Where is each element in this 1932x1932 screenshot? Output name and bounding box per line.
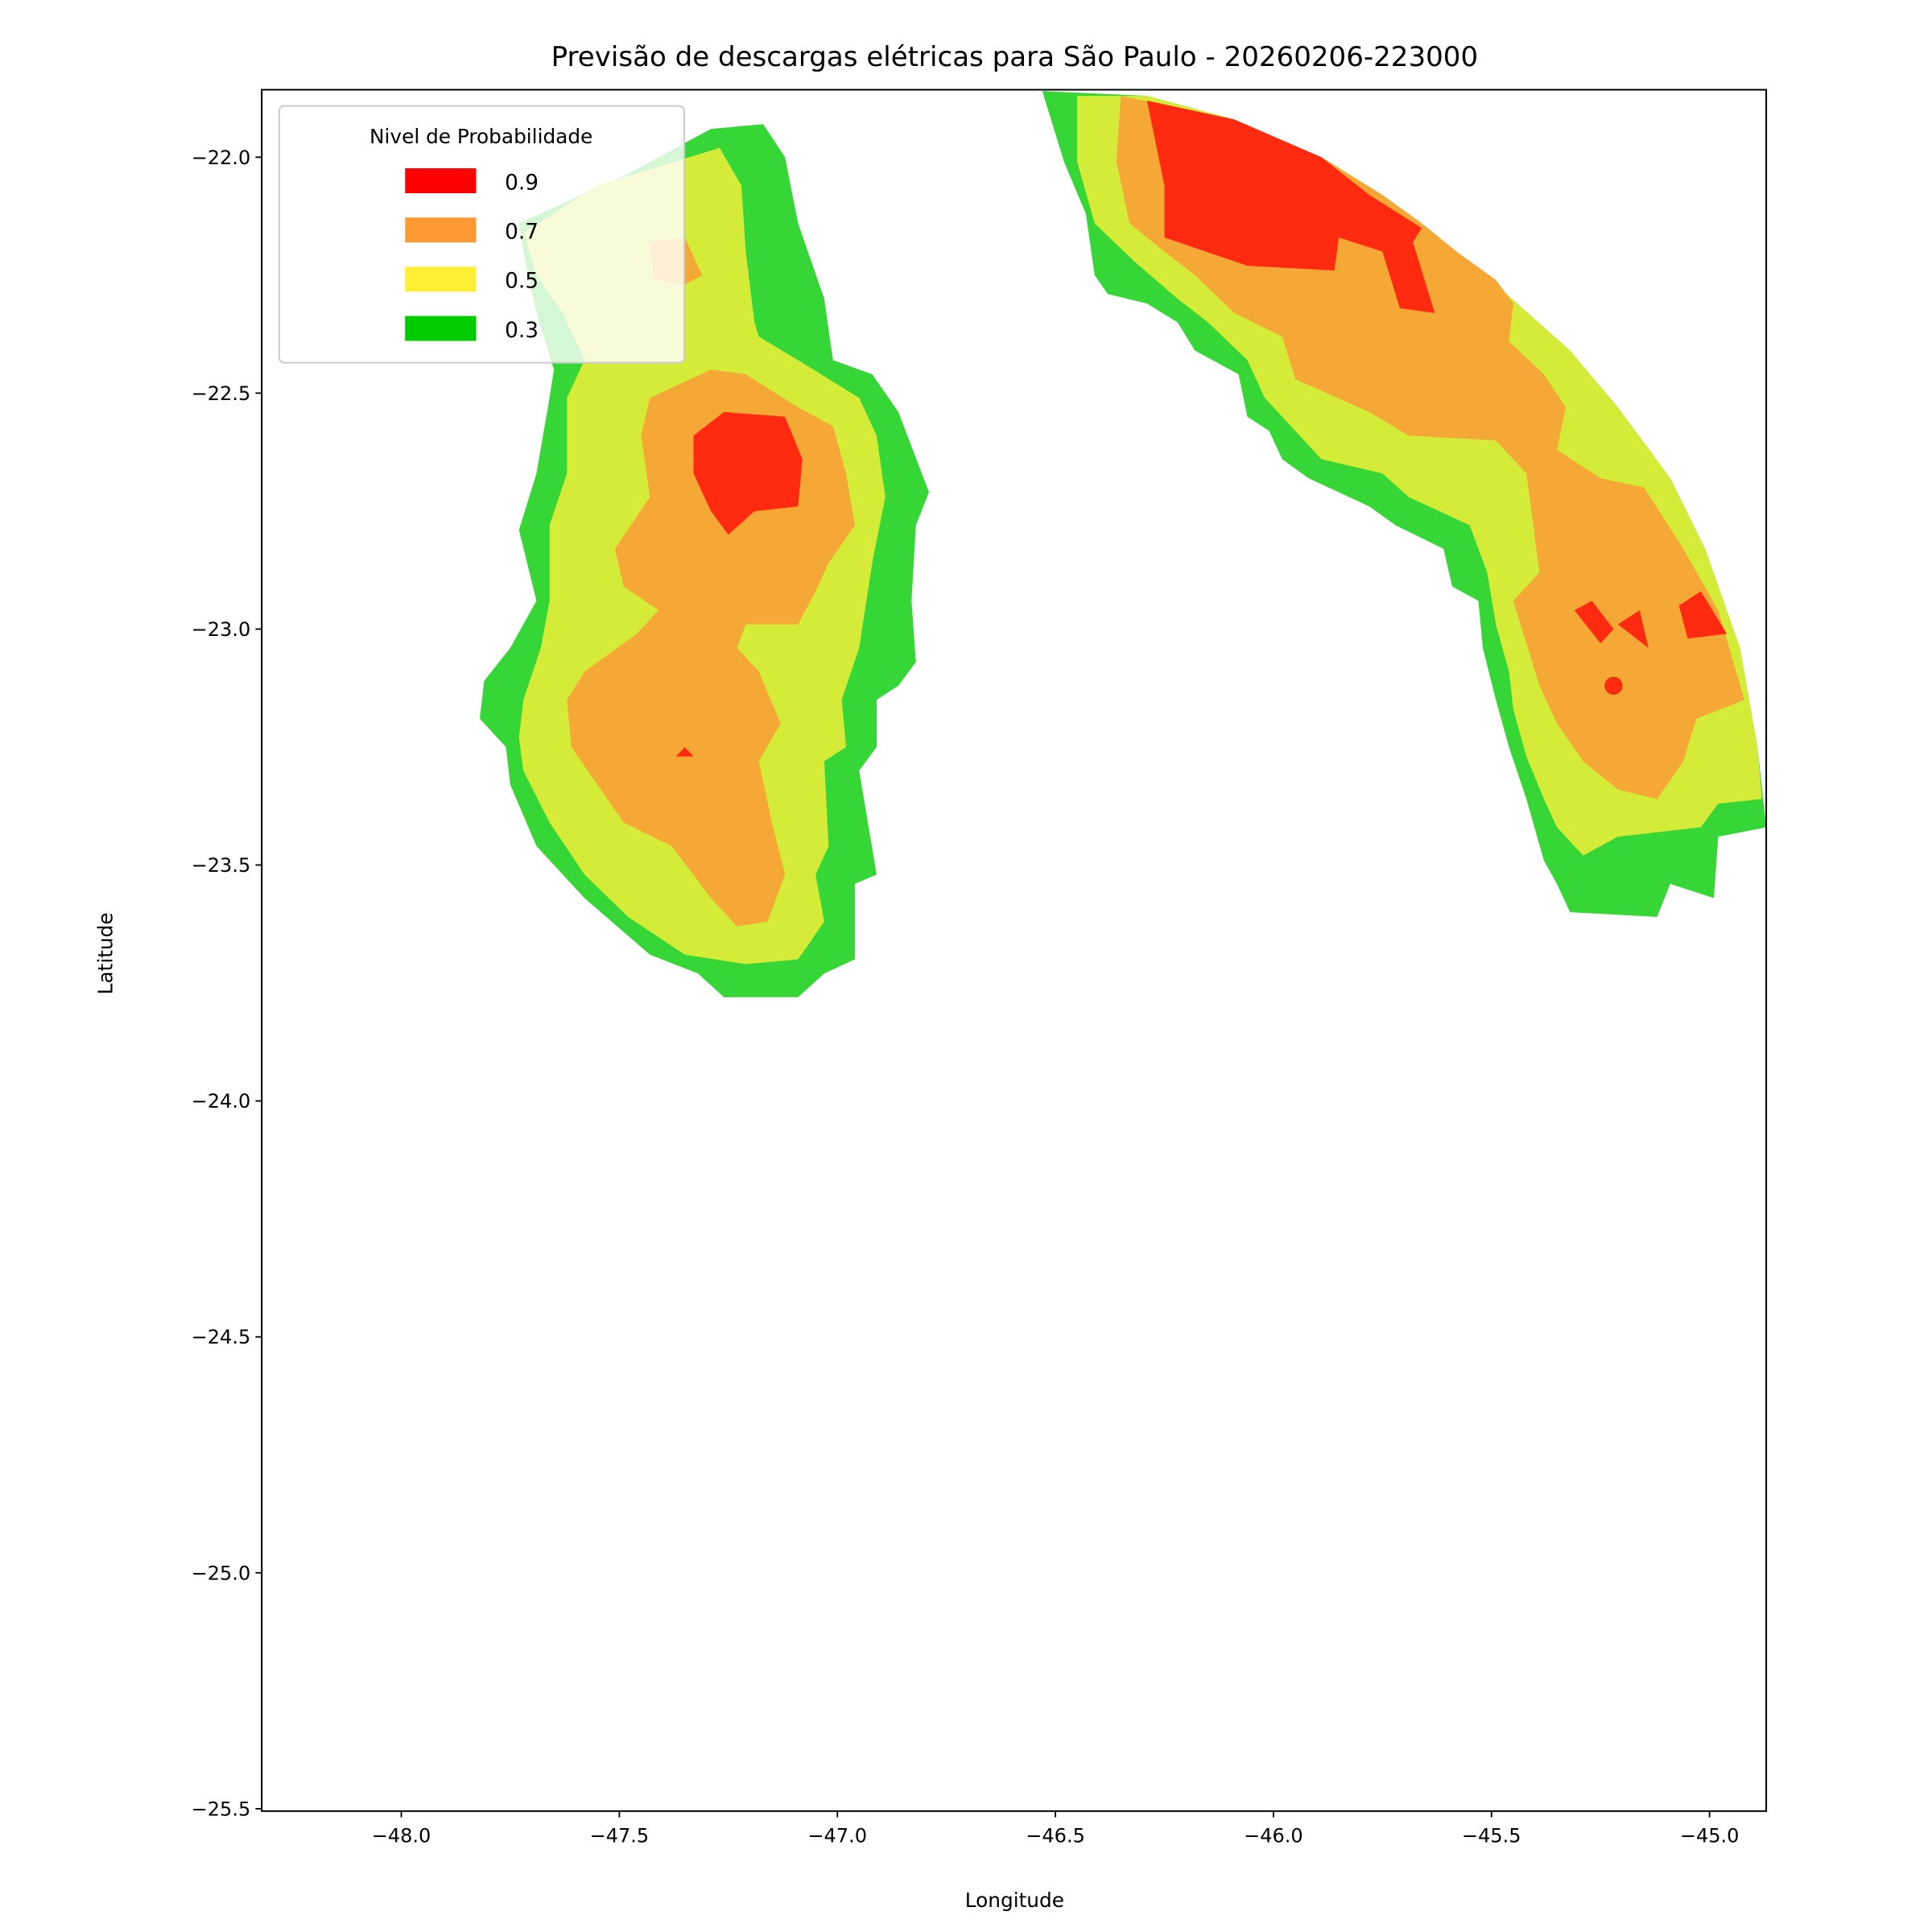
contour-region-0.9 — [1146, 100, 1435, 313]
y-tick-label: −25.0 — [192, 1562, 251, 1584]
legend-label: 0.5 — [505, 270, 539, 294]
y-tick-label: −23.0 — [192, 618, 251, 641]
legend-swatch-0.9 — [405, 168, 477, 193]
x-tick-label: −45.5 — [1462, 1825, 1521, 1847]
contour-region-0.9 — [693, 411, 803, 535]
legend-swatch-0.7 — [405, 217, 477, 243]
x-axis-label: Longitude — [965, 1889, 1064, 1912]
chart-title: Previsão de descargas elétricas para São… — [551, 41, 1479, 73]
x-tick-label: −45.0 — [1680, 1825, 1740, 1847]
legend: Nivel de Probabilidade 0.9 0.7 0.5 0.3 — [278, 105, 686, 364]
legend-swatch-0.3 — [405, 316, 477, 341]
y-tick-label: −25.5 — [192, 1798, 251, 1820]
legend-label: 0.3 — [505, 319, 539, 343]
legend-label: 0.9 — [505, 171, 539, 195]
y-axis: −22.0 −22.5 −23.0 −23.5 −24.0 −24.5 −25.0 −25.5 — [192, 147, 262, 1820]
x-tick-label: −46.5 — [1026, 1825, 1085, 1847]
contour-region-0.9 — [1574, 601, 1614, 644]
y-tick-label: −22.0 — [192, 147, 251, 169]
contour-region-0.9 — [1617, 610, 1649, 648]
legend-title: Nivel de Probabilidade — [369, 125, 592, 148]
x-tick-label: −48.0 — [372, 1825, 431, 1847]
contour-region-0.9 — [1678, 591, 1728, 639]
legend-box — [278, 105, 686, 364]
legend-swatch-0.5 — [405, 266, 477, 292]
x-axis: −48.0 −47.5 −47.0 −46.5 −46.0 −45.5 −45.0 — [372, 1810, 1740, 1847]
y-tick-label: −23.5 — [192, 854, 251, 877]
point-marker — [1604, 676, 1623, 696]
legend-label: 0.7 — [505, 221, 539, 245]
x-tick-label: −47.5 — [590, 1825, 650, 1847]
x-tick-label: −47.0 — [807, 1825, 867, 1847]
y-tick-label: −24.5 — [192, 1326, 251, 1348]
y-axis-label: Latitude — [93, 913, 117, 995]
y-tick-label: −22.5 — [192, 382, 251, 405]
contour-region-0.9 — [675, 746, 694, 757]
contour-region-0.7 — [567, 369, 855, 927]
axes-frame — [261, 89, 1768, 1812]
y-tick-label: −24.0 — [192, 1090, 251, 1113]
x-tick-label: −46.0 — [1244, 1825, 1303, 1847]
